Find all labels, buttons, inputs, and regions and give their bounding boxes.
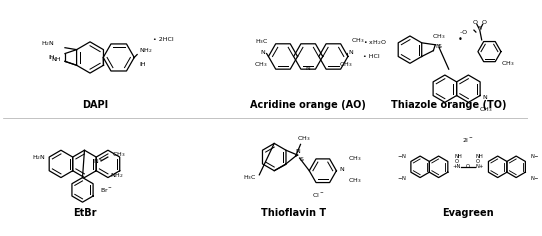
Text: N: N <box>339 167 344 172</box>
Text: NH$_2$: NH$_2$ <box>139 46 153 55</box>
Text: CH$_3$: CH$_3$ <box>348 155 362 164</box>
Text: CH$_3$: CH$_3$ <box>254 60 267 69</box>
Text: • xH$_2$O: • xH$_2$O <box>363 38 387 47</box>
Text: • HCl: • HCl <box>363 54 380 59</box>
Text: CH$_3$: CH$_3$ <box>501 59 514 68</box>
Text: CH$_3$: CH$_3$ <box>112 150 125 159</box>
Text: O: O <box>466 164 470 169</box>
Text: Acridine orange (AO): Acridine orange (AO) <box>250 100 366 110</box>
Text: $-$N: $-$N <box>397 152 406 160</box>
Text: H$_2$N: H$_2$N <box>42 39 55 48</box>
Text: EtBr: EtBr <box>73 208 96 218</box>
Text: CH$_3$: CH$_3$ <box>479 105 493 114</box>
Text: N$-$: N$-$ <box>530 152 539 160</box>
Text: S: S <box>300 156 304 161</box>
Text: N: N <box>306 66 311 72</box>
Text: –O: –O <box>460 30 468 34</box>
Text: O: O <box>473 20 478 25</box>
Text: $-$N: $-$N <box>397 173 406 181</box>
Text: O: O <box>476 160 480 164</box>
Text: Cl$^-$: Cl$^-$ <box>312 191 324 199</box>
Text: IH: IH <box>139 62 146 67</box>
Text: NH$_2$: NH$_2$ <box>110 171 124 180</box>
Text: CH$_3$: CH$_3$ <box>296 134 310 143</box>
Text: Thioflavin T: Thioflavin T <box>261 208 326 218</box>
Text: DAPI: DAPI <box>82 100 108 110</box>
Text: CH$_3$: CH$_3$ <box>339 60 353 69</box>
Text: N$^+$: N$^+$ <box>93 157 104 166</box>
Text: N: N <box>349 50 353 55</box>
Text: N: N <box>482 95 487 100</box>
Text: H$_3$C: H$_3$C <box>255 37 269 46</box>
Text: IH: IH <box>49 55 55 60</box>
Text: Thiazole orange (TO): Thiazole orange (TO) <box>391 100 506 110</box>
Text: O: O <box>455 160 459 164</box>
Text: N+: N+ <box>476 164 484 169</box>
Text: Evagreen: Evagreen <box>442 208 494 218</box>
Text: S: S <box>437 44 441 49</box>
Text: N: N <box>261 50 266 55</box>
Text: NH: NH <box>476 154 483 159</box>
Text: N: N <box>435 44 440 49</box>
Text: S: S <box>478 26 482 31</box>
Text: Br$^-$: Br$^-$ <box>100 186 113 194</box>
Text: NH: NH <box>51 57 61 62</box>
Text: H$_2$N: H$_2$N <box>31 153 46 161</box>
Text: +N: +N <box>452 164 461 169</box>
Text: • 2HCl: • 2HCl <box>153 37 173 42</box>
Text: N: N <box>295 149 300 154</box>
Text: CH$_3$: CH$_3$ <box>433 33 446 41</box>
Text: H$_3$C: H$_3$C <box>243 173 256 182</box>
Text: •: • <box>458 35 463 44</box>
Text: NH: NH <box>455 154 462 159</box>
Text: CH$_3$: CH$_3$ <box>348 176 362 185</box>
Text: CH$_3$: CH$_3$ <box>351 36 364 45</box>
Text: O: O <box>482 20 487 25</box>
Text: 2I$^-$: 2I$^-$ <box>462 136 474 144</box>
Text: N$-$: N$-$ <box>530 173 539 181</box>
